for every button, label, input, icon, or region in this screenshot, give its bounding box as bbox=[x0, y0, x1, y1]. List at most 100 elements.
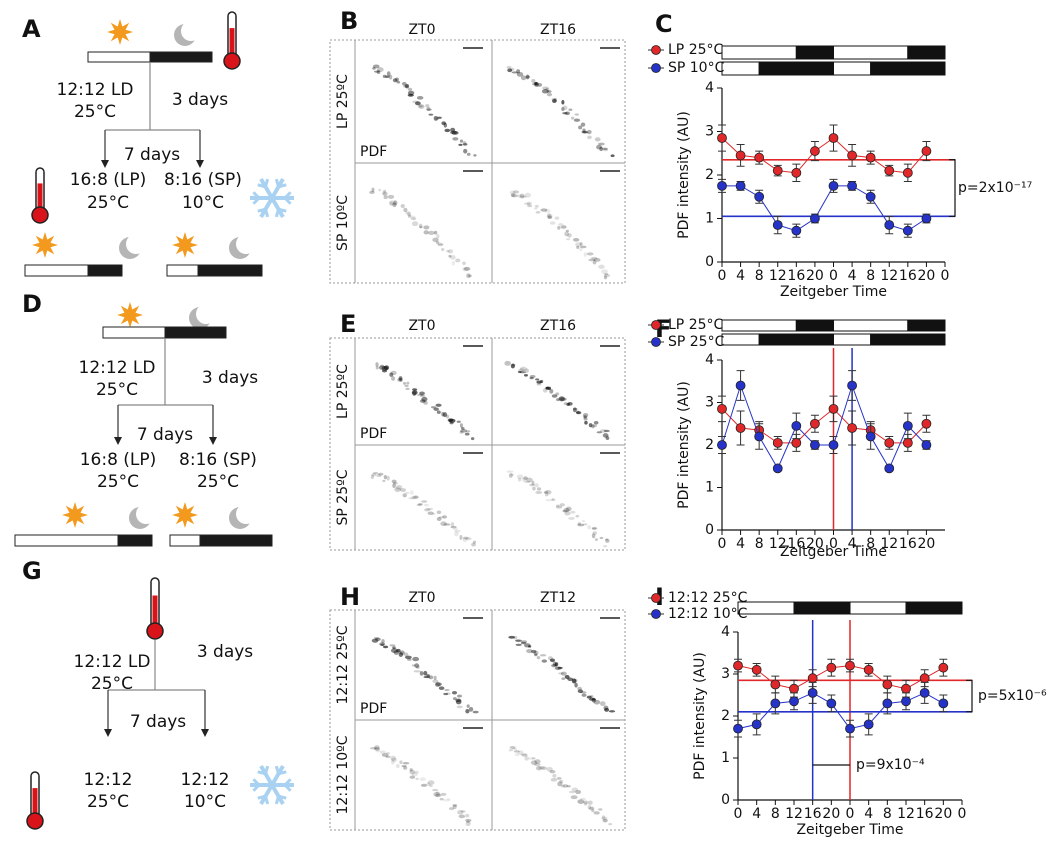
pdf-signal bbox=[419, 391, 425, 396]
pdf-signal bbox=[412, 388, 418, 391]
pdf-signal bbox=[506, 470, 514, 473]
pdf-signal bbox=[552, 98, 557, 103]
pdf-signal bbox=[370, 474, 374, 480]
pdf-signal bbox=[517, 370, 522, 374]
legend-label: 12:12 10°C bbox=[668, 606, 748, 622]
arrow-head bbox=[201, 729, 209, 737]
pdf-signal bbox=[435, 682, 442, 687]
pdf-signal bbox=[463, 148, 468, 154]
y-axis-title: PDF intensity (AU) bbox=[676, 111, 692, 239]
pdf-signal bbox=[459, 139, 464, 143]
pdf-signal bbox=[592, 424, 598, 428]
pdf-signal bbox=[437, 242, 444, 247]
data-point bbox=[902, 420, 913, 431]
x-tick-label: 12 bbox=[880, 536, 898, 552]
pdf-signal bbox=[561, 107, 565, 112]
pdf-signal bbox=[506, 65, 512, 69]
pdf-signal bbox=[418, 105, 423, 108]
x-tick-label: 0 bbox=[958, 806, 967, 822]
pdf-signal bbox=[381, 753, 389, 757]
pdf-signal bbox=[519, 371, 527, 374]
data-point bbox=[863, 719, 874, 730]
data-point bbox=[772, 437, 783, 448]
pdf-signal bbox=[428, 675, 434, 680]
pdf-signal bbox=[556, 776, 562, 780]
pdf-signal bbox=[426, 507, 434, 510]
pdf-signal bbox=[583, 801, 588, 806]
pdf-signal bbox=[450, 525, 457, 529]
data-point bbox=[828, 440, 839, 450]
snowflake bbox=[274, 208, 280, 218]
data-point bbox=[902, 437, 913, 448]
pdf-signal bbox=[577, 523, 585, 527]
pdf-signal bbox=[575, 789, 582, 795]
pdf-signal bbox=[511, 71, 518, 74]
pdf-signal bbox=[562, 509, 568, 513]
pdf-signal bbox=[371, 473, 377, 477]
pdf-signal bbox=[382, 191, 388, 196]
pdf-signal bbox=[373, 636, 380, 639]
pdf-signal bbox=[546, 92, 553, 97]
snowflake bbox=[264, 178, 270, 188]
dark-phase bbox=[164, 326, 227, 339]
pdf-signal bbox=[465, 537, 472, 541]
pdf-signal bbox=[383, 195, 388, 200]
pdf-signal bbox=[451, 130, 459, 135]
pdf-signal bbox=[410, 217, 417, 221]
pdf-signal bbox=[380, 750, 386, 755]
pdf-signal bbox=[379, 364, 385, 368]
pdf-signal bbox=[423, 675, 431, 679]
pdf-signal bbox=[508, 473, 513, 478]
p-value: p=9x10⁻⁴ bbox=[856, 757, 925, 773]
image-frame bbox=[329, 337, 626, 551]
pdf-signal bbox=[411, 495, 418, 500]
pdf-signal bbox=[450, 130, 457, 135]
pdf-signal bbox=[426, 106, 431, 112]
pdf-signal bbox=[419, 225, 423, 229]
pdf-signal bbox=[550, 777, 558, 782]
pdf-signal bbox=[534, 759, 541, 764]
x-tick-label: 8 bbox=[755, 536, 764, 552]
pdf-signal bbox=[545, 386, 551, 390]
column-header: ZT0 bbox=[408, 22, 435, 38]
pdf-signal bbox=[524, 755, 529, 761]
pdf-signal bbox=[416, 503, 422, 507]
pdf-signal bbox=[407, 658, 412, 661]
light-phase bbox=[102, 326, 166, 339]
pdf-signal bbox=[389, 372, 394, 377]
x-tick-label: 16 bbox=[916, 806, 934, 822]
pdf-signal bbox=[580, 797, 587, 801]
pdf-signal bbox=[383, 645, 389, 649]
arrow-head bbox=[104, 729, 112, 737]
pdf-signal bbox=[393, 200, 398, 206]
pdf-signal bbox=[547, 213, 551, 218]
pdf-signal bbox=[599, 429, 607, 433]
pdf-signal bbox=[534, 483, 539, 488]
condition-right: 8:16 (SP) bbox=[179, 450, 257, 470]
pdf-signal bbox=[379, 642, 386, 646]
x-tick-label: 8 bbox=[866, 268, 875, 284]
pdf-signal bbox=[452, 803, 458, 807]
data-point bbox=[807, 688, 818, 698]
data-point bbox=[845, 660, 855, 671]
data-point bbox=[751, 664, 762, 675]
data-point bbox=[938, 662, 949, 673]
pdf-signal bbox=[395, 485, 403, 490]
pdf-signal bbox=[371, 187, 375, 192]
pdf-signal bbox=[433, 792, 441, 797]
pdf-signal bbox=[540, 208, 548, 212]
row-label: SP 25ºC bbox=[335, 469, 351, 525]
x-axis-title: Zeitgeber Time bbox=[780, 544, 887, 560]
pdf-signal bbox=[513, 750, 520, 753]
snowflake bbox=[283, 191, 292, 200]
pdf-signal bbox=[572, 678, 578, 683]
pdf-signal bbox=[390, 648, 398, 653]
pdf-signal bbox=[598, 142, 605, 146]
pdf-signal bbox=[423, 225, 430, 230]
pdf-signal bbox=[465, 818, 472, 822]
sun-icon bbox=[107, 19, 133, 45]
thermometer-bulb bbox=[146, 622, 164, 640]
pdf-signal bbox=[466, 152, 471, 156]
pdf-signal bbox=[404, 655, 412, 659]
y-tick-label: 4 bbox=[705, 352, 714, 368]
